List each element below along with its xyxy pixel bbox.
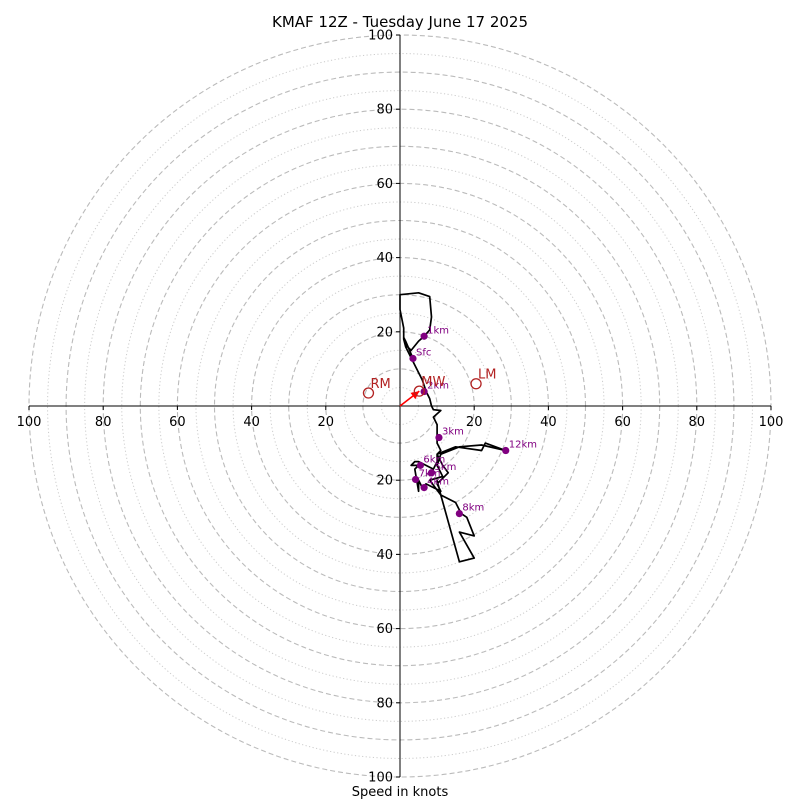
height-marker-8km (455, 509, 463, 518)
storm-motion-vector (399, 390, 420, 407)
y-tick-label: 80 (376, 103, 393, 118)
x-tick-label: 60 (614, 415, 631, 430)
storm-motion-markers: RM MW LM (362, 368, 497, 399)
storm-motion-marker-rm (362, 387, 375, 399)
y-tick-label: 80 (376, 696, 393, 711)
height-marker-1km (420, 332, 428, 340)
height-label-6km: 6km (423, 454, 445, 465)
x-tick-label: 60 (169, 415, 186, 430)
x-tick-label: 20 (466, 415, 483, 430)
x-tick-label: 100 (17, 415, 42, 430)
y-tick-label: 100 (368, 771, 393, 786)
x-tick-label: 20 (318, 415, 335, 430)
y-tick-label: 20 (376, 325, 393, 340)
height-marker-3km (435, 433, 443, 442)
y-tick-label: 40 (376, 548, 393, 563)
x-tick-label: 100 (759, 415, 784, 430)
y-tick-label: 60 (376, 622, 393, 637)
x-tick-label: 80 (689, 415, 706, 430)
height-marker-sfc (409, 354, 417, 363)
axis-ticks: 100 100 80 80 60 60 40 40 20 20 20 20 40 40 60 60 80 80 10… (17, 29, 784, 786)
height-label-5km: 5km (435, 462, 457, 473)
height-label-8km: 8km (462, 503, 484, 514)
x-tick-label: 80 (95, 415, 112, 430)
y-tick-label: 100 (368, 29, 393, 44)
height-marker-7km (411, 475, 420, 484)
storm-motion-marker-lm (470, 378, 482, 390)
storm-motion-label-rm: RM (370, 377, 390, 392)
height-label-3km: 3km (442, 427, 464, 438)
height-label-2km: 2km (427, 381, 449, 392)
y-tick-label: 20 (376, 474, 393, 489)
height-label-4km: 4km (427, 477, 449, 488)
height-label-12km: 12km (509, 440, 537, 451)
storm-motion-label-mw: MW (421, 375, 445, 390)
storm-motion-label-lm: LM (478, 368, 496, 383)
height-label-sfc: Sfc (416, 348, 431, 359)
y-tick-label: 40 (376, 251, 393, 266)
height-label-1km: 1km (427, 325, 449, 336)
x-tick-label: 40 (540, 415, 557, 430)
x-tick-label: 40 (243, 415, 260, 430)
height-marker-12km (502, 446, 510, 455)
x-axis-label: Speed in knots (352, 785, 449, 800)
height-label-7km: 7km (419, 468, 441, 479)
hodograph-trace (399, 291, 507, 563)
storm-motion-marker-mw (413, 385, 425, 397)
hodograph-line (399, 291, 507, 563)
height-marker-6km (416, 461, 425, 469)
storm-vector-arrowhead (410, 391, 420, 400)
chart-title: KMAF 12Z - Tuesday June 17 2025 (272, 13, 528, 31)
height-marker-4km (420, 484, 428, 492)
height-marker-5km (427, 469, 436, 477)
y-tick-label: 60 (376, 177, 393, 192)
